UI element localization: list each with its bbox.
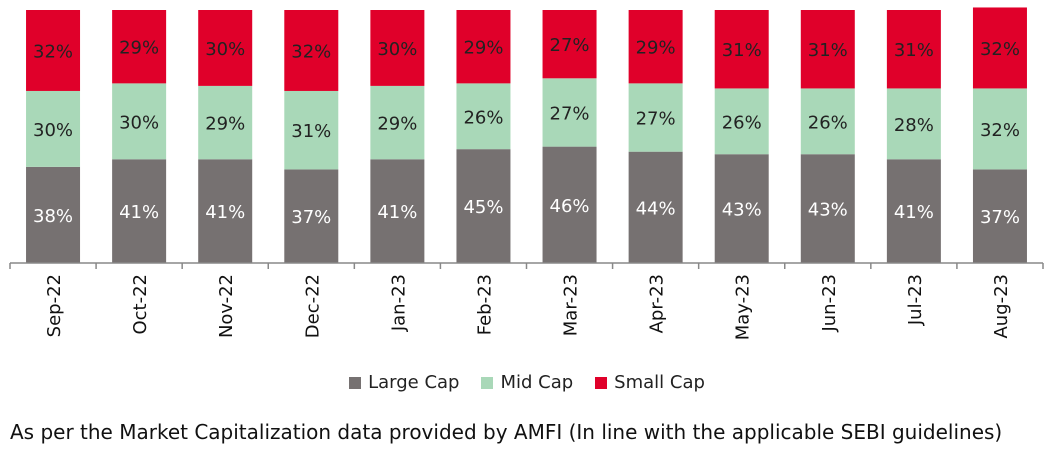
bar-mid-cap: [714, 88, 769, 155]
data-label-mid-cap: 30%: [33, 120, 73, 141]
bar-mid-cap: [886, 88, 941, 160]
bar-mid-cap: [112, 83, 167, 160]
legend-item-mid-cap: Mid Cap: [481, 372, 573, 393]
bar-mid-cap: [628, 83, 683, 152]
bar-large-cap: [886, 159, 941, 263]
data-label-mid-cap: 32%: [980, 120, 1020, 141]
bar-large-cap: [714, 154, 769, 263]
x-tick-label: Dec-22: [302, 274, 323, 338]
bar-small-cap: [542, 10, 597, 79]
legend-label-small-cap: Small Cap: [614, 372, 705, 393]
bar-mid-cap: [800, 88, 855, 155]
bar-large-cap: [370, 159, 425, 263]
data-label-small-cap: 32%: [33, 41, 73, 62]
data-label-mid-cap: 26%: [722, 112, 762, 133]
bar-large-cap: [26, 166, 81, 263]
data-label-small-cap: 30%: [377, 39, 417, 60]
data-label-mid-cap: 27%: [550, 103, 590, 124]
data-label-large-cap: 43%: [722, 200, 762, 221]
bar-small-cap: [886, 10, 941, 89]
bar-small-cap: [370, 10, 425, 86]
legend-label-mid-cap: Mid Cap: [500, 372, 574, 393]
bar-large-cap: [456, 149, 511, 263]
data-label-mid-cap: 26%: [808, 112, 848, 133]
data-label-large-cap: 37%: [291, 207, 331, 228]
x-tick-label: Sep-22: [44, 274, 65, 337]
legend-swatch-small-cap: [595, 376, 608, 389]
data-label-small-cap: 27%: [550, 35, 590, 56]
data-label-mid-cap: 29%: [205, 114, 245, 135]
bar-small-cap: [972, 7, 1027, 89]
bar-small-cap: [714, 10, 769, 89]
bar-mid-cap: [370, 85, 425, 160]
legend-swatch-large-cap: [349, 376, 362, 389]
bar-mid-cap: [456, 83, 511, 150]
x-tick-label: Feb-23: [474, 274, 495, 335]
bar-small-cap: [284, 10, 339, 91]
bar-large-cap: [800, 154, 855, 263]
data-label-mid-cap: 28%: [894, 115, 934, 136]
x-tick-label: Oct-22: [130, 274, 151, 335]
bar-small-cap: [198, 10, 253, 86]
bar-large-cap: [628, 151, 683, 263]
bar-mid-cap: [284, 90, 339, 170]
bar-large-cap: [284, 169, 339, 263]
data-label-mid-cap: 27%: [636, 109, 676, 130]
data-label-small-cap: 31%: [894, 40, 934, 61]
data-label-large-cap: 41%: [205, 202, 245, 223]
bar-small-cap: [800, 10, 855, 89]
data-label-small-cap: 32%: [291, 41, 331, 62]
data-label-small-cap: 30%: [205, 39, 245, 60]
bar-small-cap: [26, 10, 81, 91]
data-label-small-cap: 29%: [119, 38, 159, 59]
data-label-small-cap: 29%: [636, 38, 676, 59]
x-tick-label: Jul-23: [905, 274, 926, 326]
data-label-small-cap: 31%: [808, 40, 848, 61]
data-label-mid-cap: 30%: [119, 112, 159, 133]
bar-small-cap: [456, 10, 511, 84]
data-label-mid-cap: 31%: [291, 121, 331, 142]
legend-item-large-cap: Large Cap: [349, 372, 459, 393]
data-label-mid-cap: 26%: [463, 107, 503, 128]
bar-small-cap: [112, 10, 167, 84]
x-tick-label: Nov-22: [216, 274, 237, 338]
bar-large-cap: [198, 159, 253, 263]
data-label-large-cap: 45%: [463, 197, 503, 218]
data-label-large-cap: 37%: [980, 207, 1020, 228]
bar-mid-cap: [972, 88, 1027, 170]
legend-swatch-mid-cap: [481, 376, 494, 389]
legend-label-large-cap: Large Cap: [368, 372, 460, 393]
bar-mid-cap: [26, 90, 81, 167]
data-label-small-cap: 32%: [980, 39, 1020, 60]
data-label-large-cap: 41%: [119, 202, 159, 223]
data-label-mid-cap: 29%: [377, 114, 417, 135]
bar-mid-cap: [198, 85, 253, 160]
data-label-large-cap: 38%: [33, 206, 73, 227]
data-label-large-cap: 41%: [894, 202, 934, 223]
bar-large-cap: [112, 159, 167, 263]
data-label-small-cap: 29%: [463, 38, 503, 59]
data-label-large-cap: 43%: [808, 200, 848, 221]
x-tick-label: Apr-23: [647, 274, 668, 333]
bar-large-cap: [542, 146, 597, 263]
legend: Large Cap Mid Cap Small Cap: [0, 372, 1054, 393]
data-label-large-cap: 41%: [377, 202, 417, 223]
bar-mid-cap: [542, 78, 597, 147]
legend-item-small-cap: Small Cap: [595, 372, 705, 393]
x-tick-label: Mar-23: [561, 274, 582, 336]
x-tick-label: Jun-23: [819, 274, 840, 333]
data-label-large-cap: 44%: [636, 198, 676, 219]
data-label-small-cap: 31%: [722, 40, 762, 61]
stacked-bar-chart: 38% 30% 32% 41% 30% 29% 41% 29% 30% 37% 31% 32% 41% 2…: [9, 7, 1044, 340]
x-tick-label: Aug-23: [991, 274, 1012, 339]
bar-small-cap: [628, 10, 683, 84]
data-label-large-cap: 46%: [550, 196, 590, 217]
bar-large-cap: [972, 169, 1027, 263]
x-tick-label: Jan-23: [388, 274, 409, 332]
x-tick-label: May-23: [733, 274, 754, 340]
footnote: As per the Market Capitalization data pr…: [10, 420, 1003, 444]
